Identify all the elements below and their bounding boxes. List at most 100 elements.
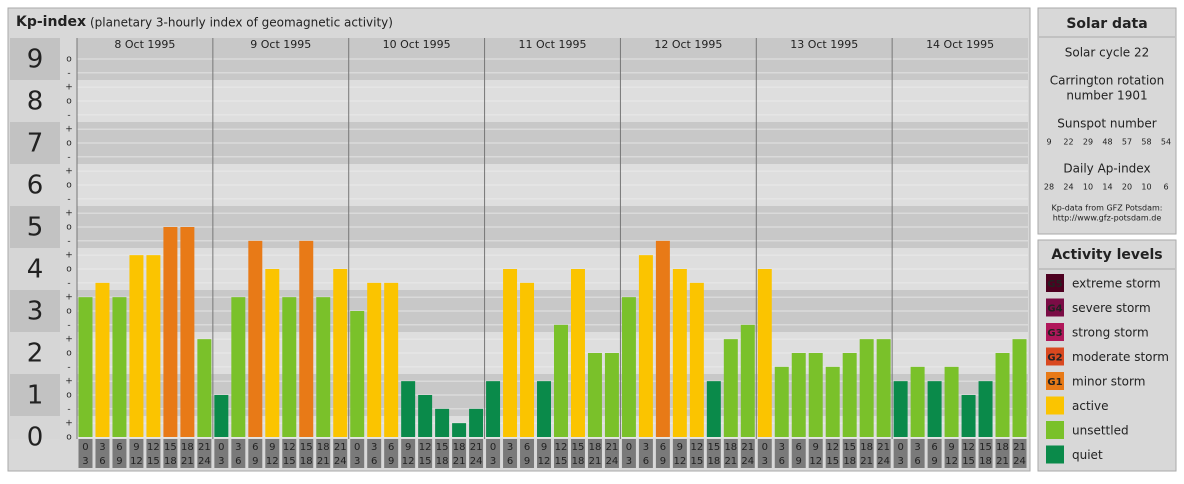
hour-box xyxy=(638,439,653,468)
bar xyxy=(180,227,195,437)
bar xyxy=(570,269,585,437)
y-tick-label: 9 xyxy=(27,45,44,75)
hour-label: 3 xyxy=(490,456,496,467)
hour-label: 12 xyxy=(690,442,703,453)
hour-label: 3 xyxy=(82,456,88,467)
bar xyxy=(333,269,348,437)
hour-box xyxy=(146,439,161,468)
bar xyxy=(452,423,467,437)
hour-label: 18 xyxy=(589,442,602,453)
y-band xyxy=(10,38,60,80)
hour-label: 15 xyxy=(555,456,568,467)
hour-box xyxy=(910,439,925,468)
bar xyxy=(214,395,229,437)
y-tick-label: 2 xyxy=(27,339,44,369)
hour-label: 15 xyxy=(164,442,177,453)
bar xyxy=(587,353,602,437)
hour-label: 12 xyxy=(130,456,143,467)
hour-label: 12 xyxy=(555,442,568,453)
hour-label: 18 xyxy=(164,456,177,467)
hour-label: 9 xyxy=(660,456,666,467)
legend-label: strong storm xyxy=(1072,326,1149,340)
y-tick-label: 4 xyxy=(27,255,44,285)
legend-swatch xyxy=(1046,298,1064,317)
y-band xyxy=(10,122,60,164)
hour-box xyxy=(418,439,433,468)
bar xyxy=(689,282,704,437)
legend-swatch xyxy=(1046,372,1064,390)
hour-label: 21 xyxy=(589,456,602,467)
y-tick-label: 8 xyxy=(27,87,44,117)
minor-tick-label: - xyxy=(67,152,70,162)
hour-label: 3 xyxy=(914,442,920,453)
hour-label: 15 xyxy=(962,456,975,467)
bar xyxy=(537,381,551,437)
title: Kp-index xyxy=(16,14,86,30)
y-band xyxy=(10,80,60,122)
hour-label: 9 xyxy=(677,442,683,453)
hour-box xyxy=(1012,439,1027,468)
hour-box xyxy=(367,439,382,468)
y-band xyxy=(10,416,60,439)
hour-label: 12 xyxy=(402,456,415,467)
legend-label: minor storm xyxy=(1072,375,1145,389)
hour-label: 18 xyxy=(724,442,737,453)
bar xyxy=(876,339,891,437)
day-label: 10 Oct 1995 xyxy=(383,38,451,51)
hour-label: 3 xyxy=(643,442,649,453)
hour-label: 18 xyxy=(300,456,313,467)
plot-band xyxy=(77,416,1028,439)
hour-label: 9 xyxy=(813,442,819,453)
bar xyxy=(469,408,484,437)
hour-label: 0 xyxy=(626,442,632,453)
hour-box xyxy=(995,439,1010,468)
hour-label: 24 xyxy=(741,456,754,467)
y-tick-label: 0 xyxy=(27,423,44,453)
legend-label: severe storm xyxy=(1072,301,1151,315)
bar xyxy=(655,240,670,437)
bar xyxy=(842,353,857,437)
hour-label: 6 xyxy=(388,442,394,453)
minor-tick-label: o xyxy=(66,265,72,275)
hour-label: 3 xyxy=(371,442,377,453)
hour-box xyxy=(842,439,857,468)
y-band xyxy=(10,290,60,332)
sunspot-title: Sunspot number xyxy=(1057,117,1156,131)
hour-label: 6 xyxy=(660,442,666,453)
minor-tick-label: - xyxy=(67,404,70,414)
hour-label: 15 xyxy=(572,442,585,453)
hour-label: 15 xyxy=(283,456,296,467)
hour-label: 3 xyxy=(235,442,241,453)
hour-label: 21 xyxy=(741,442,754,453)
hour-label: 6 xyxy=(796,442,802,453)
legend-label: active xyxy=(1072,399,1108,413)
hour-label: 21 xyxy=(334,442,347,453)
hour-box xyxy=(231,439,246,468)
legend-swatch xyxy=(1046,347,1064,366)
hour-label: 9 xyxy=(931,456,937,467)
minor-tick-label: + xyxy=(65,83,73,93)
bar xyxy=(435,408,450,437)
hour-label: 0 xyxy=(218,442,224,453)
bar xyxy=(112,297,127,437)
bar xyxy=(740,324,755,437)
hour-label: 21 xyxy=(1013,442,1026,453)
minor-tick-label: - xyxy=(67,236,70,246)
hour-box xyxy=(927,439,942,468)
ap-value: 14 xyxy=(1102,183,1112,192)
minor-tick-label: + xyxy=(65,377,73,387)
bar xyxy=(893,381,908,437)
bar xyxy=(774,366,789,437)
hour-box xyxy=(774,439,789,468)
y-band xyxy=(10,248,60,290)
hour-label: 24 xyxy=(1013,456,1026,467)
sunspot-value: 54 xyxy=(1161,138,1171,147)
hour-label: 18 xyxy=(996,442,1009,453)
y-band xyxy=(10,206,60,248)
hour-label: 15 xyxy=(419,456,432,467)
bar xyxy=(95,282,110,437)
hour-label: 18 xyxy=(843,456,856,467)
bar xyxy=(197,339,212,437)
hour-label: 12 xyxy=(266,456,279,467)
hour-label: 3 xyxy=(762,456,768,467)
